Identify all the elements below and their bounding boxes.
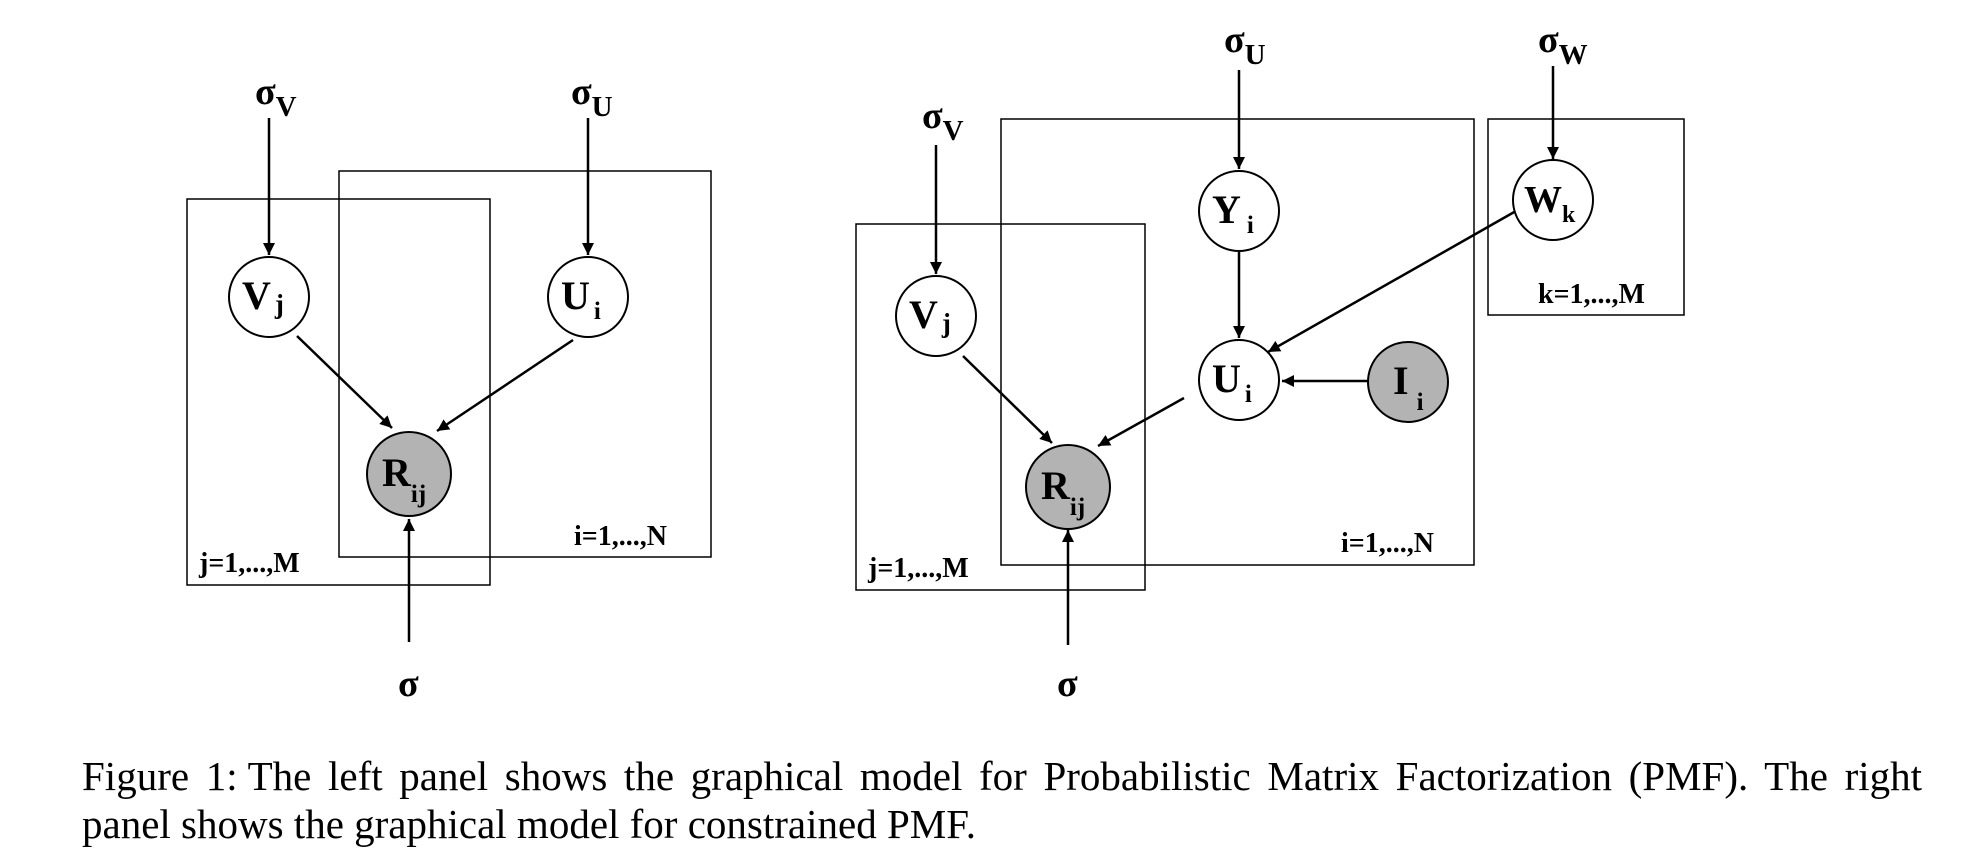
node-u-circle-left	[547, 256, 629, 338]
sigma-u-label-left: σU	[571, 71, 613, 123]
edge-u-r-left	[436, 338, 574, 433]
plate-k-label-right: k=1,...,M	[1538, 279, 1645, 310]
plate-j-label-left: j=1,...,M	[198, 548, 300, 579]
sigma-label-right: σ	[1057, 663, 1078, 705]
plate-j-label-right: j=1,...,M	[867, 553, 969, 584]
plate-k-right	[1487, 118, 1685, 316]
caption-text: The left panel shows the graphical model…	[82, 753, 1923, 847]
edge-w-u-right	[1267, 209, 1517, 354]
edge-v-r-right	[962, 355, 1053, 444]
plate-i-label-right: i=1,...,N	[1341, 528, 1434, 559]
figure-caption: Figure 1: The left panel shows the graphi…	[82, 752, 1922, 848]
node-y-circle-right	[1198, 170, 1280, 252]
plate-i-left	[338, 170, 712, 558]
node-w-circle-right	[1512, 159, 1594, 241]
figure-label: Figure 1:	[82, 753, 238, 799]
node-v-circle-left	[228, 256, 310, 338]
edge-u-r-right	[1097, 396, 1185, 448]
node-r-label-left: Rij	[382, 450, 426, 508]
node-w-label-right: Wk	[1524, 179, 1576, 228]
node-r-label-right: Rij	[1041, 463, 1085, 521]
sigma-u-label-right: σU	[1224, 19, 1266, 71]
sigma-label-left: σ	[398, 663, 419, 705]
node-r-circle-right	[1025, 444, 1111, 530]
node-u-circle-right	[1198, 339, 1280, 421]
edge-v-r-left	[296, 335, 393, 429]
node-v-circle-right	[895, 275, 977, 357]
plate-i-right	[1000, 118, 1475, 566]
sigma-v-label-left: σV	[255, 71, 297, 123]
plate-i-label-left: i=1,...,N	[574, 521, 667, 552]
node-i-circle-right	[1367, 341, 1449, 423]
sigma-v-label-right: σV	[922, 95, 964, 147]
node-r-circle-left	[366, 431, 452, 517]
sigma-w-label-right: σW	[1538, 19, 1588, 71]
